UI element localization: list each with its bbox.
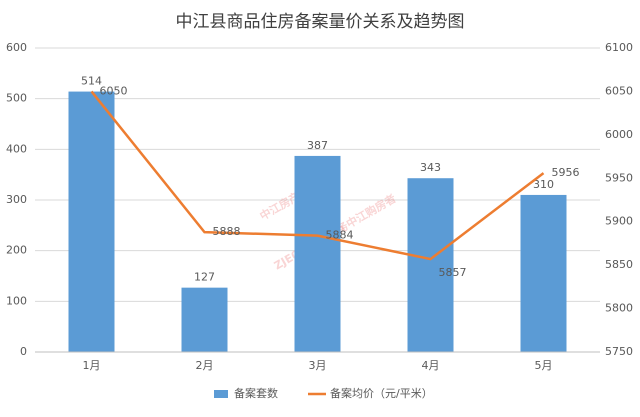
y2-tick-label: 5950	[605, 171, 633, 184]
y-tick-label: 500	[6, 92, 27, 105]
bar	[407, 178, 454, 352]
y2-tick-label: 5900	[605, 215, 633, 228]
y-tick-label: 600	[6, 41, 27, 54]
legend-label: 备案套数	[234, 386, 278, 400]
y-tick-label: 300	[6, 193, 27, 206]
legend-label: 备案均价（元/平米）	[330, 386, 433, 400]
y2-tick-label: 6100	[605, 41, 633, 54]
legend-swatch	[214, 390, 228, 398]
bar	[294, 155, 341, 352]
chart-title: 中江县商品住房备案量价关系及趋势图	[176, 12, 465, 32]
bar-value-label: 343	[420, 161, 441, 174]
line-value-label: 5956	[552, 166, 580, 179]
x-tick-label: 1月	[83, 359, 101, 372]
bar-value-label: 514	[81, 75, 102, 88]
y2-tick-label: 6000	[605, 128, 633, 141]
y2-tick-label: 6050	[605, 84, 633, 97]
bar-value-label: 387	[307, 139, 328, 152]
x-tick-label: 4月	[422, 359, 440, 372]
line-value-label: 5888	[213, 225, 241, 238]
line-value-label: 5857	[439, 266, 467, 279]
x-tick-label: 2月	[196, 359, 214, 372]
line-value-label: 6050	[100, 84, 128, 97]
bar-value-label: 310	[533, 178, 554, 191]
bar	[181, 287, 228, 352]
y2-tick-label: 5750	[605, 345, 633, 358]
line-value-label: 5884	[326, 229, 354, 242]
line	[90, 90, 545, 261]
y-tick-label: 400	[6, 142, 27, 155]
y2-tick-label: 5850	[605, 258, 633, 271]
x-tick-label: 3月	[309, 359, 327, 372]
y-tick-label: 100	[6, 294, 27, 307]
bar-value-label: 127	[194, 271, 215, 284]
bar	[68, 91, 115, 352]
y2-tick-label: 5800	[605, 302, 633, 315]
bar	[520, 194, 567, 352]
y-tick-label: 0	[20, 345, 27, 358]
y-tick-label: 200	[6, 244, 27, 257]
x-tick-label: 5月	[535, 359, 553, 372]
